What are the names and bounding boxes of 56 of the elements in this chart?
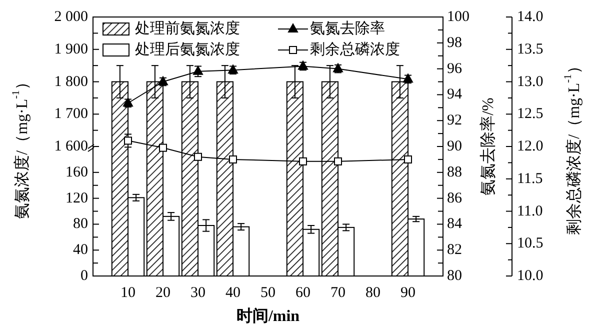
- y-tick-label: 82: [447, 242, 462, 258]
- legend: 氨氮去除率: [278, 21, 385, 37]
- legend-label: 处理前氨氮浓度: [135, 20, 240, 37]
- y-tick-label: 1 800: [54, 74, 88, 90]
- y2-tick-label: 10.5: [517, 236, 544, 252]
- y-tick-label: 86: [447, 190, 462, 206]
- x-tick-label: 20: [156, 285, 170, 301]
- point: [334, 157, 342, 166]
- y2-tick-label: 12.5: [517, 106, 544, 122]
- y-tick-label: 120: [66, 190, 88, 206]
- y-tick-label: 40: [73, 242, 88, 258]
- y-tick-label: 0: [80, 268, 88, 284]
- y-tick-label: 160: [66, 164, 88, 180]
- y2-tick-label: 11.0: [517, 203, 543, 220]
- y-tick-label: 92: [447, 112, 462, 129]
- y-tick-label: 88: [447, 164, 462, 180]
- legend: 处理后氨氮浓度: [102, 42, 240, 58]
- legend-label: 剩余总磷浓度: [310, 41, 400, 58]
- y2-tick-label: 10.0: [517, 268, 544, 284]
- y-tick-label: 1 600: [54, 138, 88, 154]
- x-tick-label: 80: [366, 285, 380, 301]
- y-tick-label: 80: [447, 268, 462, 284]
- y-tick-label: 80: [73, 216, 88, 232]
- y-tick-label: 84: [447, 216, 462, 232]
- point: [404, 155, 412, 164]
- y-tick-label: 90: [447, 138, 462, 154]
- x-tick-label: 50: [260, 285, 276, 301]
- y-tick-label: 94: [447, 86, 462, 103]
- y-tick-label: 2 000: [54, 9, 88, 25]
- y-tick-label: 1 700: [54, 106, 88, 122]
- point: [229, 155, 237, 164]
- point: [124, 136, 132, 145]
- legend-label: 氨氮去除率: [310, 20, 385, 37]
- point: [194, 152, 202, 161]
- y-tick-label: 1 900: [54, 41, 88, 58]
- y2-tick-label: 13.5: [517, 41, 544, 58]
- x-tick-label: 70: [330, 285, 346, 301]
- x-tick-label: 60: [296, 285, 310, 301]
- y2-tick-label: 13.0: [517, 74, 544, 90]
- y2-tick-label: 14.0: [517, 9, 544, 25]
- y2-tick-label: 11.5: [517, 170, 543, 187]
- legend: 处理前氨氮浓度: [102, 21, 240, 37]
- x-tick-label: 40: [226, 285, 240, 301]
- y-tick-label: 96: [447, 60, 462, 77]
- y2-tick-label: 12.0: [517, 138, 544, 154]
- point: [299, 157, 307, 166]
- y-axis-title: 氨氮去除率/%: [478, 98, 496, 196]
- point: [159, 144, 167, 152]
- y-tick-label: 100: [447, 9, 470, 25]
- x-tick-label: 10: [120, 285, 136, 301]
- y-tick-label: 98: [447, 34, 462, 51]
- legend: 剩余总磷浓度: [278, 42, 400, 58]
- x-axis-title: 时间/min: [236, 306, 300, 324]
- x-tick-label: 90: [400, 285, 416, 301]
- x-tick-label: 30: [190, 285, 206, 301]
- legend-label: 处理后氨氮浓度: [135, 41, 240, 58]
